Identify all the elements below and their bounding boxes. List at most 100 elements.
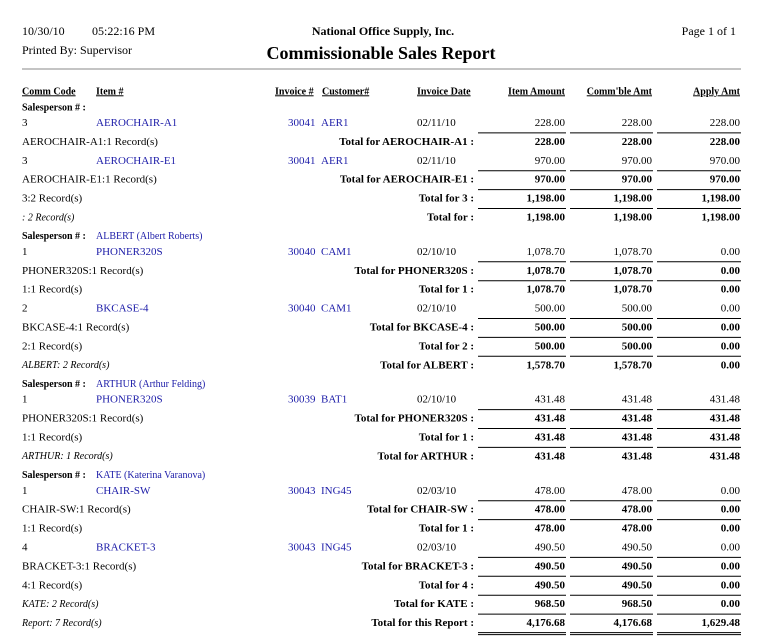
amount: 490.50 — [535, 542, 566, 554]
total-label: Total for CHAIR-SW : — [367, 504, 474, 516]
column-header: Item Amount — [508, 86, 566, 97]
amount: 970.00 — [710, 155, 741, 167]
invoice-date: 02/03/10 — [417, 542, 457, 554]
record-count: ALBERT: 2 Record(s) — [21, 360, 110, 371]
amount: 0.00 — [721, 542, 741, 554]
total-amount: 1,198.00 — [614, 212, 653, 224]
invoice-date: 02/10/10 — [417, 246, 457, 258]
column-header: Comm'ble Amt — [587, 86, 653, 97]
total-amount: 1,198.00 — [614, 193, 653, 205]
record-count: BKCASE-4:1 Record(s) — [22, 322, 130, 334]
total-amount: 1,198.00 — [702, 212, 741, 224]
total-amount: 1,078.70 — [614, 265, 653, 277]
record-count: PHONER320S:1 Record(s) — [22, 265, 144, 277]
total-label: Total for 3 : — [419, 193, 474, 205]
total-label: Total for BKCASE-4 : — [370, 322, 474, 334]
amount: 500.00 — [622, 303, 653, 315]
total-amount: 1,198.00 — [527, 212, 566, 224]
total-amount: 431.48 — [535, 450, 566, 462]
salesperson-heading: Salesperson # : — [22, 231, 86, 242]
total-amount: 1,629.48 — [702, 617, 741, 629]
amount: 0.00 — [721, 246, 741, 258]
total-amount: 0.00 — [721, 284, 741, 296]
invoice-date: 02/10/10 — [417, 303, 457, 315]
record-count: BRACKET-3:1 Record(s) — [22, 560, 137, 572]
amount: 970.00 — [535, 155, 566, 167]
total-amount: 970.00 — [622, 174, 653, 186]
record-count: AEROCHAIR-E1:1 Record(s) — [22, 174, 157, 186]
printed-by: Printed By: Supervisor — [22, 43, 132, 57]
total-amount: 478.00 — [622, 504, 653, 516]
total-label: Total for 1 : — [419, 432, 474, 444]
total-amount: 478.00 — [535, 523, 566, 535]
total-label: Total for PHONER320S : — [355, 413, 474, 425]
record-count: 1:1 Record(s) — [22, 523, 83, 535]
column-header: Item # — [96, 86, 124, 97]
salesperson-heading: Salesperson # : — [22, 102, 86, 113]
salesperson-heading: Salesperson # : — [22, 379, 86, 390]
amount: 0.00 — [721, 303, 741, 315]
total-amount: 431.48 — [710, 450, 741, 462]
total-amount: 228.00 — [710, 136, 741, 148]
amount: 500.00 — [535, 303, 566, 315]
total-amount: 0.00 — [721, 359, 741, 371]
customer: AER1 — [321, 117, 349, 129]
total-amount: 500.00 — [535, 340, 566, 352]
amount: 431.48 — [622, 394, 653, 406]
total-amount: 0.00 — [721, 340, 741, 352]
total-amount: 968.50 — [535, 598, 566, 610]
total-amount: 1,198.00 — [527, 193, 566, 205]
customer: AER1 — [321, 155, 349, 167]
invoice-date: 02/10/10 — [417, 394, 457, 406]
total-amount: 431.48 — [710, 413, 741, 425]
amount: 431.48 — [710, 394, 741, 406]
total-label: Total for : — [427, 212, 474, 224]
total-amount: 4,176.68 — [527, 617, 566, 629]
total-label: Total for 4 : — [419, 579, 474, 591]
record-count: 3:2 Record(s) — [22, 193, 83, 205]
total-amount: 1,078.70 — [527, 284, 566, 296]
salesperson-name: ALBERT (Albert Roberts) — [96, 231, 202, 242]
total-label: Total for this Report : — [371, 617, 474, 629]
record-count: AEROCHAIR-A1:1 Record(s) — [22, 136, 158, 148]
amount: 1,078.70 — [614, 246, 653, 258]
total-amount: 500.00 — [622, 340, 653, 352]
total-label: Total for ALBERT : — [380, 359, 474, 371]
comm-code: 3 — [22, 117, 28, 129]
record-count: : 2 Record(s) — [22, 212, 75, 223]
column-header: Apply Amt — [693, 86, 741, 97]
total-amount: 490.50 — [535, 560, 566, 572]
item: BKCASE-4 — [96, 303, 149, 315]
item: PHONER320S — [96, 246, 163, 258]
customer: CAM1 — [321, 246, 352, 258]
invoice: 30043 — [288, 542, 316, 554]
item: AEROCHAIR-E1 — [96, 155, 176, 167]
total-amount: 490.50 — [622, 560, 653, 572]
customer: BAT1 — [321, 394, 347, 406]
invoice: 30043 — [288, 485, 316, 497]
record-count: 1:1 Record(s) — [22, 284, 83, 296]
total-amount: 431.48 — [622, 432, 653, 444]
customer: CAM1 — [321, 303, 352, 315]
total-amount: 0.00 — [721, 560, 741, 572]
invoice-date: 02/11/10 — [417, 117, 456, 129]
total-amount: 1,078.70 — [614, 284, 653, 296]
record-count: Report: 7 Record(s) — [21, 618, 102, 629]
record-count: PHONER320S:1 Record(s) — [22, 413, 144, 425]
total-amount: 490.50 — [622, 579, 653, 591]
invoice: 30040 — [288, 303, 316, 315]
total-label: Total for BRACKET-3 : — [362, 560, 474, 572]
total-amount: 1,578.70 — [614, 359, 653, 371]
total-amount: 500.00 — [622, 322, 653, 334]
salesperson-heading: Salesperson # : — [22, 470, 86, 481]
total-label: Total for ARTHUR : — [378, 450, 474, 462]
report-time: 05:22:16 PM — [92, 24, 155, 38]
total-amount: 4,176.68 — [614, 617, 653, 629]
invoice: 30039 — [288, 394, 316, 406]
comm-code: 4 — [22, 542, 28, 554]
total-amount: 1,578.70 — [527, 359, 566, 371]
total-amount: 431.48 — [622, 413, 653, 425]
comm-code: 1 — [22, 246, 28, 258]
